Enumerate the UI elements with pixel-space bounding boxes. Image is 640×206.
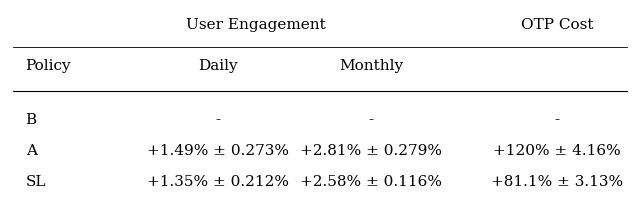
Text: A: A [26,143,36,157]
Text: RL: RL [26,205,49,206]
Text: +2.55% ± 0.183%: +2.55% ± 0.183% [296,205,446,206]
Text: Monthly: Monthly [339,59,403,73]
Text: Policy: Policy [26,59,71,73]
Text: User Engagement: User Engagement [186,18,326,32]
Text: +1.35% ± 0.212%: +1.35% ± 0.212% [147,174,289,188]
Text: OTP Cost: OTP Cost [520,18,593,32]
Text: +1.49% ± 0.273%: +1.49% ± 0.273% [147,143,289,157]
Text: +120% ± 4.16%: +120% ± 4.16% [493,143,621,157]
Text: +81.1% ± 3.13%: +81.1% ± 3.13% [491,174,623,188]
Text: +70.3% ± 2.96%: +70.3% ± 2.96% [487,205,627,206]
Text: +2.58% ± 0.116%: +2.58% ± 0.116% [300,174,442,188]
Text: -: - [215,112,220,126]
Text: -: - [369,112,374,126]
Text: B: B [26,112,36,126]
Text: -: - [554,112,559,126]
Text: +2.81% ± 0.279%: +2.81% ± 0.279% [300,143,442,157]
Text: SL: SL [26,174,46,188]
Text: +1.50% ± 0.213%: +1.50% ± 0.213% [143,205,292,206]
Text: Daily: Daily [198,59,237,73]
